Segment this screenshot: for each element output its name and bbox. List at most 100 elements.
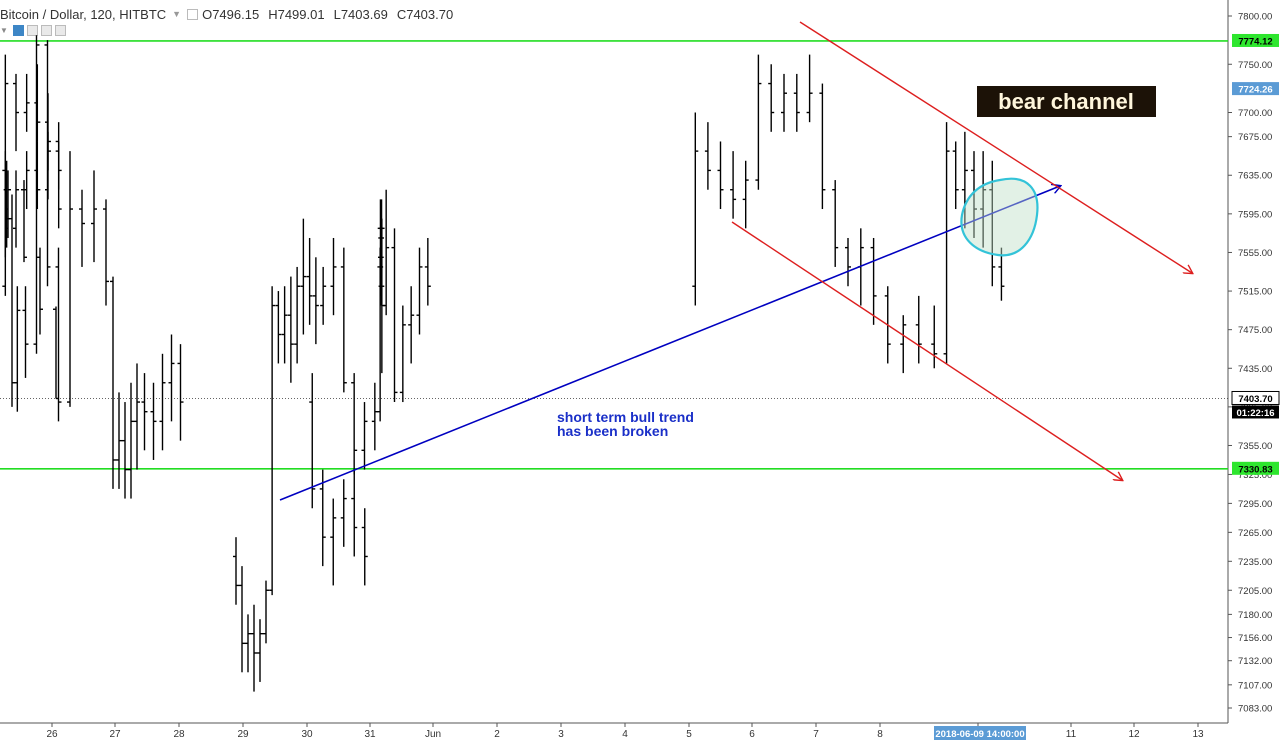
ohlc-bar [53, 306, 59, 400]
ohlc-bar [150, 382, 157, 460]
ohlc-bar [233, 537, 239, 605]
last-price-bg [1231, 390, 1280, 405]
ohlc-bar [391, 228, 398, 403]
ohlc-bar [915, 295, 922, 364]
bear-channel-upper-line[interactable] [799, 21, 1192, 273]
time-tick-label: 8 [877, 729, 883, 740]
ohlc-bar [692, 112, 699, 306]
ohlc-bar [340, 479, 347, 547]
price-tick-label: 7555.00 [1238, 248, 1272, 259]
price-tick-label: 7107.00 [1238, 680, 1272, 691]
ohlc-bar [3, 160, 10, 248]
ohlc-bar [13, 73, 19, 152]
ohlc-bar [103, 199, 109, 306]
ohlc-bar [845, 237, 851, 287]
ohlc-bar [9, 194, 15, 407]
chevron-down-icon[interactable]: ▼ [172, 9, 182, 19]
ohlc-bar [22, 286, 29, 378]
high-value: H7499.01 [268, 6, 325, 22]
time-tick-label: 26 [46, 729, 58, 740]
price-tick-label: 7700.00 [1238, 108, 1272, 119]
time-tick-label: Jun [425, 729, 441, 740]
ohlc-bar [781, 73, 787, 132]
ohlc-bar [704, 122, 711, 190]
price-tick-label: 7800.00 [1238, 12, 1272, 23]
ohlc-bar [251, 604, 257, 692]
ohlc-bar [416, 247, 423, 335]
ohlc-bar [281, 286, 288, 364]
blue-price-label-text: 7724.26 [1238, 85, 1272, 96]
time-tick-label: 13 [1192, 729, 1204, 740]
ohlc-bar [263, 580, 269, 644]
ohlc-bar [33, 35, 40, 354]
ohlc-bar [943, 122, 950, 364]
ohlc-bar [971, 151, 977, 238]
ohlc-bar [55, 141, 62, 229]
ohlc-bar [371, 382, 378, 451]
low-value: L7403.69 [333, 6, 388, 22]
bear-channel-label[interactable]: bear channel [977, 86, 1156, 117]
ohlc-bar [806, 54, 813, 123]
eye-icon[interactable] [12, 25, 24, 36]
ohlc-bar [300, 218, 307, 335]
ohlc-bar [287, 276, 294, 383]
ohlc-bar [257, 619, 263, 682]
close-icon[interactable] [54, 25, 66, 36]
ohlc-bar [998, 247, 1005, 301]
support-price-label: 7330.83 [1232, 461, 1279, 475]
breakdown-highlight[interactable] [960, 177, 1039, 257]
symbol-title[interactable]: Bitcoin / Dollar, 120, HITBTC [0, 6, 167, 22]
resistance-price-label-text: 7774.12 [1238, 36, 1272, 47]
ohlc-bar [408, 286, 415, 364]
countdown-bg [1232, 405, 1279, 419]
blue-price-label-bg [1232, 82, 1279, 96]
ohlc-bar [351, 469, 358, 557]
ohlc-bar [55, 247, 62, 422]
ohlc-bar [14, 286, 21, 412]
ohlc-bar [306, 237, 313, 325]
settings-icon[interactable] [187, 8, 199, 20]
ohlc-bar [67, 151, 73, 407]
ohlc-bar [5, 170, 11, 238]
resistance-price-label-bg [1232, 33, 1279, 47]
price-tick-label: 7635.00 [1238, 171, 1272, 182]
time-tick-label: 11 [1066, 729, 1077, 740]
ohlc-bar [91, 170, 97, 263]
ohlc-bar [768, 64, 775, 132]
ohlc-bar [21, 180, 27, 263]
bear-channel-lower-line[interactable] [731, 221, 1122, 480]
price-tick-label: 7355.00 [1238, 441, 1272, 452]
ohlc-bar [134, 363, 140, 470]
time-tick-label: 27 [109, 729, 121, 740]
bull-trend-line[interactable] [279, 186, 1060, 501]
price-tick-label: 7750.00 [1238, 60, 1272, 71]
current-date-label: 2018-06-09 14:00:00 [934, 726, 1026, 740]
duplicate-icon[interactable] [40, 25, 52, 36]
gear-icon[interactable] [26, 25, 38, 36]
ohlc-bar [141, 373, 148, 451]
chevron-down-icon[interactable]: ▼ [0, 26, 8, 35]
ohlc-bars [2, 35, 1005, 692]
ohlc-bar [832, 180, 839, 267]
ohlc-bar [13, 170, 19, 248]
symbol-header: Bitcoin / Dollar, 120, HITBTC ▼ O7496.15… [0, 4, 462, 24]
price-tick-label: 7156.00 [1238, 633, 1272, 644]
ohlc-bar [122, 402, 128, 499]
ohlc-bar [330, 498, 337, 586]
time-tick-label: 29 [237, 729, 249, 740]
ohlc-bar [980, 151, 987, 248]
ohlc-bar [45, 131, 51, 200]
ohlc-bar [116, 392, 122, 489]
ohlc-bar [239, 566, 245, 673]
countdown-text: 01:22:16 [1236, 408, 1274, 419]
time-tick-label: 5 [686, 729, 692, 740]
bear-channel-text: bear channel [998, 89, 1134, 114]
support-price-label-text: 7330.83 [1238, 464, 1272, 475]
ohlc-bar [294, 266, 301, 364]
time-tick-label: 3 [558, 729, 564, 740]
ohlc-bar [319, 469, 326, 567]
open-value: O7496.15 [202, 6, 260, 22]
ohlc-bar [34, 64, 41, 142]
